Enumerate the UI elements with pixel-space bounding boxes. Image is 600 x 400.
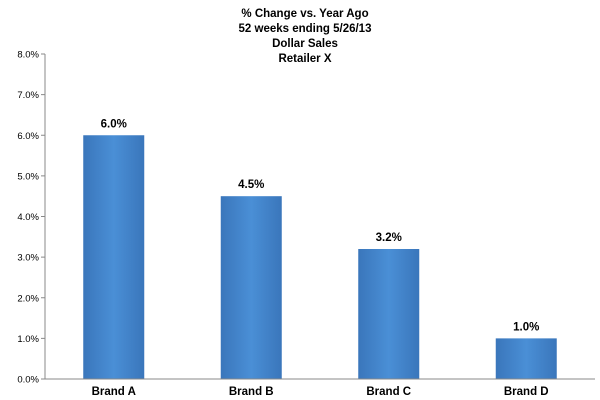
- data-label: 6.0%: [101, 118, 127, 130]
- data-label: 3.2%: [376, 232, 402, 244]
- y-tick-label: 4.0%: [17, 212, 39, 223]
- bar-brand-b: [220, 196, 282, 379]
- bar-brand-c: [358, 249, 420, 379]
- y-tick-label: 0.0%: [17, 375, 39, 386]
- y-tick-label: 7.0%: [17, 90, 39, 101]
- y-axis: 0.0% 1.0% 2.0% 3.0% 4.0% 5.0% 6.0% 7.0% 8.0%: [17, 50, 46, 386]
- chart-title-line-4: Retailer X: [278, 53, 331, 65]
- y-tick-label: 5.0%: [17, 171, 39, 182]
- y-tick-label: 8.0%: [17, 50, 39, 61]
- chart-title: % Change vs. Year Ago 52 weeks ending 5/…: [239, 8, 372, 65]
- x-axis: Brand A Brand B Brand C Brand D: [45, 378, 595, 398]
- y-tick-label: 1.0%: [17, 334, 39, 345]
- x-category-label: Brand C: [366, 386, 411, 398]
- x-category-label: Brand A: [92, 386, 136, 398]
- chart-title-line-3: Dollar Sales: [272, 38, 338, 50]
- bar-brand-d: [495, 338, 557, 379]
- y-tick-label: 6.0%: [17, 131, 39, 142]
- y-tick-label: 2.0%: [17, 293, 39, 304]
- bars: 6.0% 4.5% 3.2% 1.0%: [83, 118, 557, 379]
- x-category-label: Brand D: [504, 386, 549, 398]
- chart-title-line-1: % Change vs. Year Ago: [241, 8, 368, 20]
- y-tick-label: 3.0%: [17, 253, 39, 264]
- data-label: 1.0%: [513, 321, 539, 333]
- data-label: 4.5%: [238, 179, 264, 191]
- x-category-label: Brand B: [229, 386, 274, 398]
- bar-brand-a: [83, 135, 145, 379]
- chart-title-line-2: 52 weeks ending 5/26/13: [239, 23, 372, 35]
